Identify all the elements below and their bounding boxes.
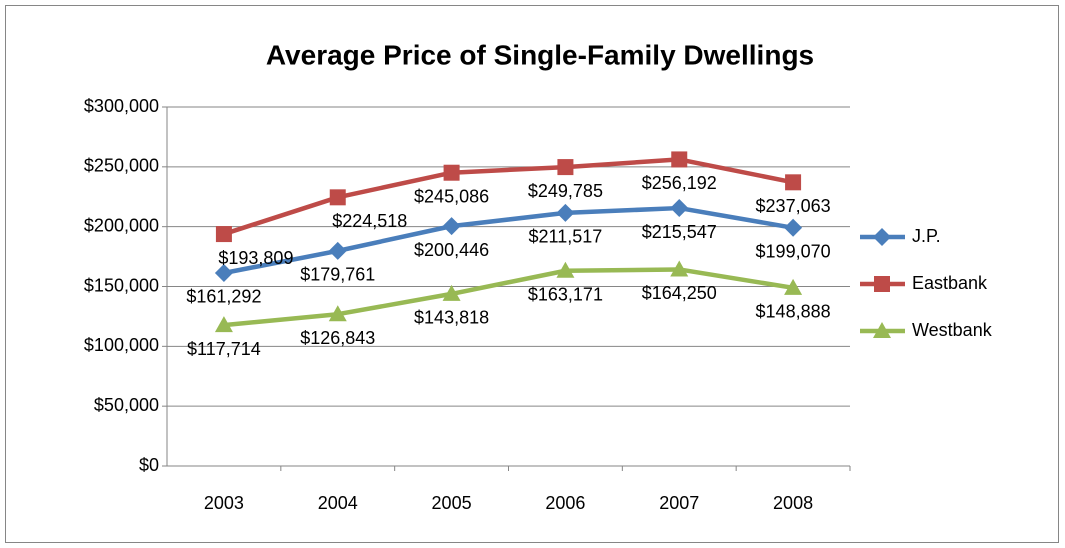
- data-point: [557, 159, 574, 176]
- y-tick-label: $300,000: [84, 96, 159, 116]
- data-point: [670, 199, 689, 218]
- y-tick-label: $100,000: [84, 335, 159, 355]
- data-point: [214, 263, 233, 282]
- x-tick-label: 2006: [545, 493, 585, 513]
- y-tick-label: $200,000: [84, 215, 159, 235]
- data-label: $163,171: [528, 284, 603, 304]
- data-label: $179,761: [300, 265, 375, 285]
- x-tick-label: 2008: [773, 493, 813, 513]
- data-point: [329, 189, 346, 206]
- series-line: [223, 205, 794, 276]
- chart-border: [5, 5, 1059, 543]
- data-point: [671, 151, 688, 168]
- data-label: $199,070: [756, 242, 831, 262]
- data-point: [443, 164, 460, 181]
- data-label: $148,888: [756, 302, 831, 322]
- x-tick-label: 2007: [659, 493, 699, 513]
- data-label: $193,809: [218, 248, 293, 268]
- legend-marker: [873, 228, 891, 246]
- data-point: [784, 218, 803, 237]
- data-label: $215,547: [642, 222, 717, 242]
- data-point: [214, 316, 233, 333]
- y-tick-label: $250,000: [84, 156, 159, 176]
- data-point: [784, 278, 803, 295]
- y-tick-label: $0: [139, 455, 159, 475]
- legend-label: Westbank: [912, 320, 993, 340]
- data-point: [215, 226, 232, 243]
- data-point: [442, 217, 461, 236]
- legend-marker: [873, 322, 891, 338]
- data-label: $211,517: [529, 227, 603, 247]
- data-point: [328, 241, 347, 260]
- data-label: $164,250: [642, 283, 717, 303]
- data-point: [328, 305, 347, 322]
- data-point: [670, 260, 689, 277]
- x-tick-label: 2005: [432, 493, 472, 513]
- data-label: $245,086: [414, 186, 489, 206]
- data-label: $256,192: [642, 173, 717, 193]
- x-tick-label: 2004: [318, 493, 358, 513]
- data-label: $237,063: [756, 196, 831, 216]
- data-label: $143,818: [414, 308, 489, 328]
- data-label: $249,785: [528, 181, 603, 201]
- data-label: $117,714: [187, 339, 261, 359]
- legend-label: Eastbank: [912, 273, 988, 293]
- data-point: [785, 174, 802, 191]
- y-tick-label: $150,000: [84, 275, 159, 295]
- data-point: [556, 203, 575, 222]
- data-label: $161,292: [186, 287, 261, 307]
- data-label: $200,446: [414, 240, 489, 260]
- x-tick-label: 2003: [204, 493, 244, 513]
- legend-label: J.P.: [912, 226, 941, 246]
- data-label: $126,843: [300, 328, 375, 348]
- chart-title: Average Price of Single-Family Dwellings: [266, 39, 814, 70]
- series-line: [223, 267, 794, 328]
- data-point: [442, 284, 461, 301]
- series-line: [223, 157, 794, 237]
- legend-marker: [874, 276, 890, 292]
- y-tick-label: $50,000: [94, 395, 159, 415]
- data-label: $224,518: [332, 211, 407, 231]
- data-point: [556, 261, 575, 278]
